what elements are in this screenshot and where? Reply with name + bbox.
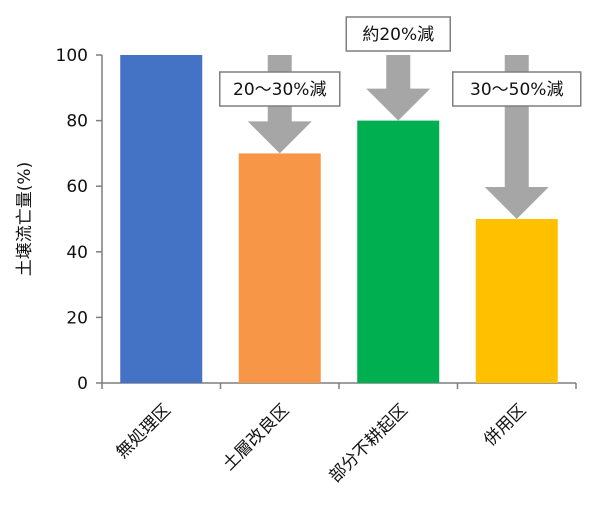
y-tick-label: 60: [66, 177, 88, 197]
annotation-label: 30～50%減: [470, 80, 563, 100]
annotation-box: [452, 71, 582, 107]
y-tick-label: 40: [66, 243, 88, 263]
annotation-box: [219, 71, 341, 107]
annotation-label: 20～30%減: [233, 80, 326, 100]
y-tick-label: 0: [77, 374, 88, 394]
bar-2: [238, 153, 321, 383]
y-tick-label: 20: [66, 308, 88, 328]
bars-layer: [120, 55, 558, 383]
category-label: 部分不耕起区: [326, 400, 412, 486]
bar-1: [120, 55, 203, 383]
annotations-layer: 20～30%減 約20%減 30～50%減: [219, 16, 582, 219]
reduction-arrow: [484, 55, 549, 219]
y-tick-label: 80: [66, 112, 88, 132]
category-label: 土層改良区: [219, 400, 293, 474]
bar-4: [475, 219, 558, 383]
reduction-arrow: [366, 55, 431, 121]
y-axis-label: 土壌流亡量(%): [15, 162, 35, 276]
bar-3: [357, 120, 440, 383]
category-label: 無処理区: [113, 400, 175, 462]
annotation-label: 約20%減: [362, 25, 434, 45]
category-label: 併用区: [480, 400, 530, 450]
y-tick-label: 100: [56, 46, 88, 66]
annotation-box: [345, 16, 451, 52]
